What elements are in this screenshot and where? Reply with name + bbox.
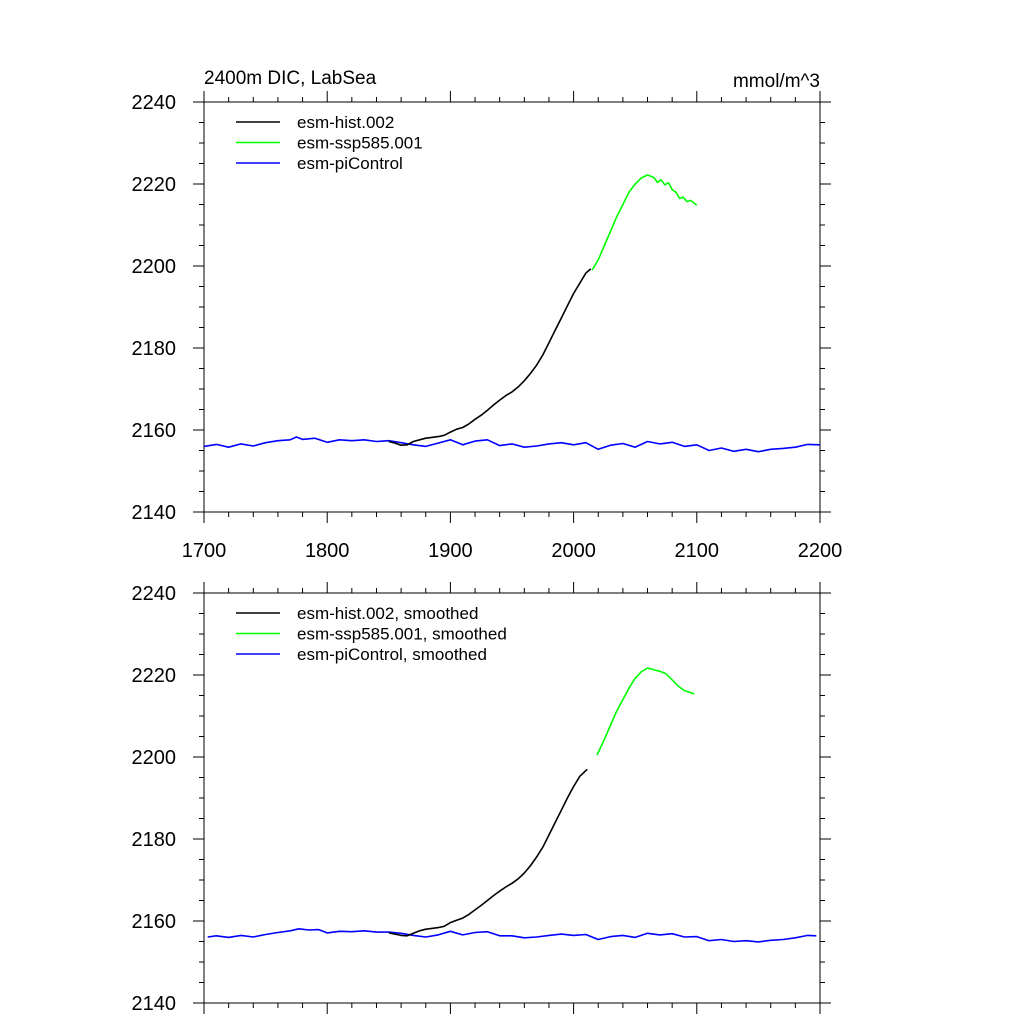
y-tick-label: 2240 bbox=[132, 583, 177, 605]
series-line-2 bbox=[207, 928, 817, 943]
y-tick-label: 2240 bbox=[132, 92, 177, 114]
y-tick-label: 2160 bbox=[132, 911, 177, 933]
y-tick-label: 2220 bbox=[132, 174, 177, 196]
top-panel: 2140 2160 2180 2200 2220 2240 1700 1800 1900 2000… bbox=[132, 91, 843, 562]
series-line-1 bbox=[596, 667, 695, 756]
y-tick-label: 2160 bbox=[132, 420, 177, 442]
bottom-panel: 2140 2160 2180 2200 2220 2240 esm-hist.002, sm… bbox=[132, 582, 831, 1015]
x-tick-label: 1700 bbox=[182, 540, 227, 562]
series-line-1 bbox=[591, 174, 698, 271]
legend-label: esm-piControl, smoothed bbox=[297, 645, 487, 664]
y-tick-label: 2220 bbox=[132, 665, 177, 687]
x-tick-label: 2000 bbox=[551, 540, 596, 562]
y-tick-label: 2140 bbox=[132, 502, 177, 524]
x-tick-label: 1800 bbox=[305, 540, 350, 562]
units-label: mmol/m^3 bbox=[733, 71, 820, 92]
chart-title: 2400m DIC, LabSea bbox=[204, 68, 377, 89]
legend-label: esm-ssp585.001 bbox=[297, 134, 423, 153]
series-line-0 bbox=[388, 268, 592, 446]
x-tick-label: 2200 bbox=[798, 540, 843, 562]
x-tick-label: 2100 bbox=[675, 540, 720, 562]
legend-label: esm-hist.002, smoothed bbox=[297, 604, 478, 623]
legend-label: esm-ssp585.001, smoothed bbox=[297, 625, 507, 644]
series-line-2 bbox=[203, 436, 821, 453]
x-tick-label: 1900 bbox=[428, 540, 473, 562]
series-line-0 bbox=[388, 768, 588, 937]
y-tick-label: 2200 bbox=[132, 747, 177, 769]
y-tick-label: 2200 bbox=[132, 256, 177, 278]
y-tick-label: 2140 bbox=[132, 993, 177, 1015]
y-tick-label: 2180 bbox=[132, 338, 177, 360]
legend-label: esm-hist.002 bbox=[297, 113, 394, 132]
y-tick-label: 2180 bbox=[132, 829, 177, 851]
legend-label: esm-piControl bbox=[297, 154, 403, 173]
